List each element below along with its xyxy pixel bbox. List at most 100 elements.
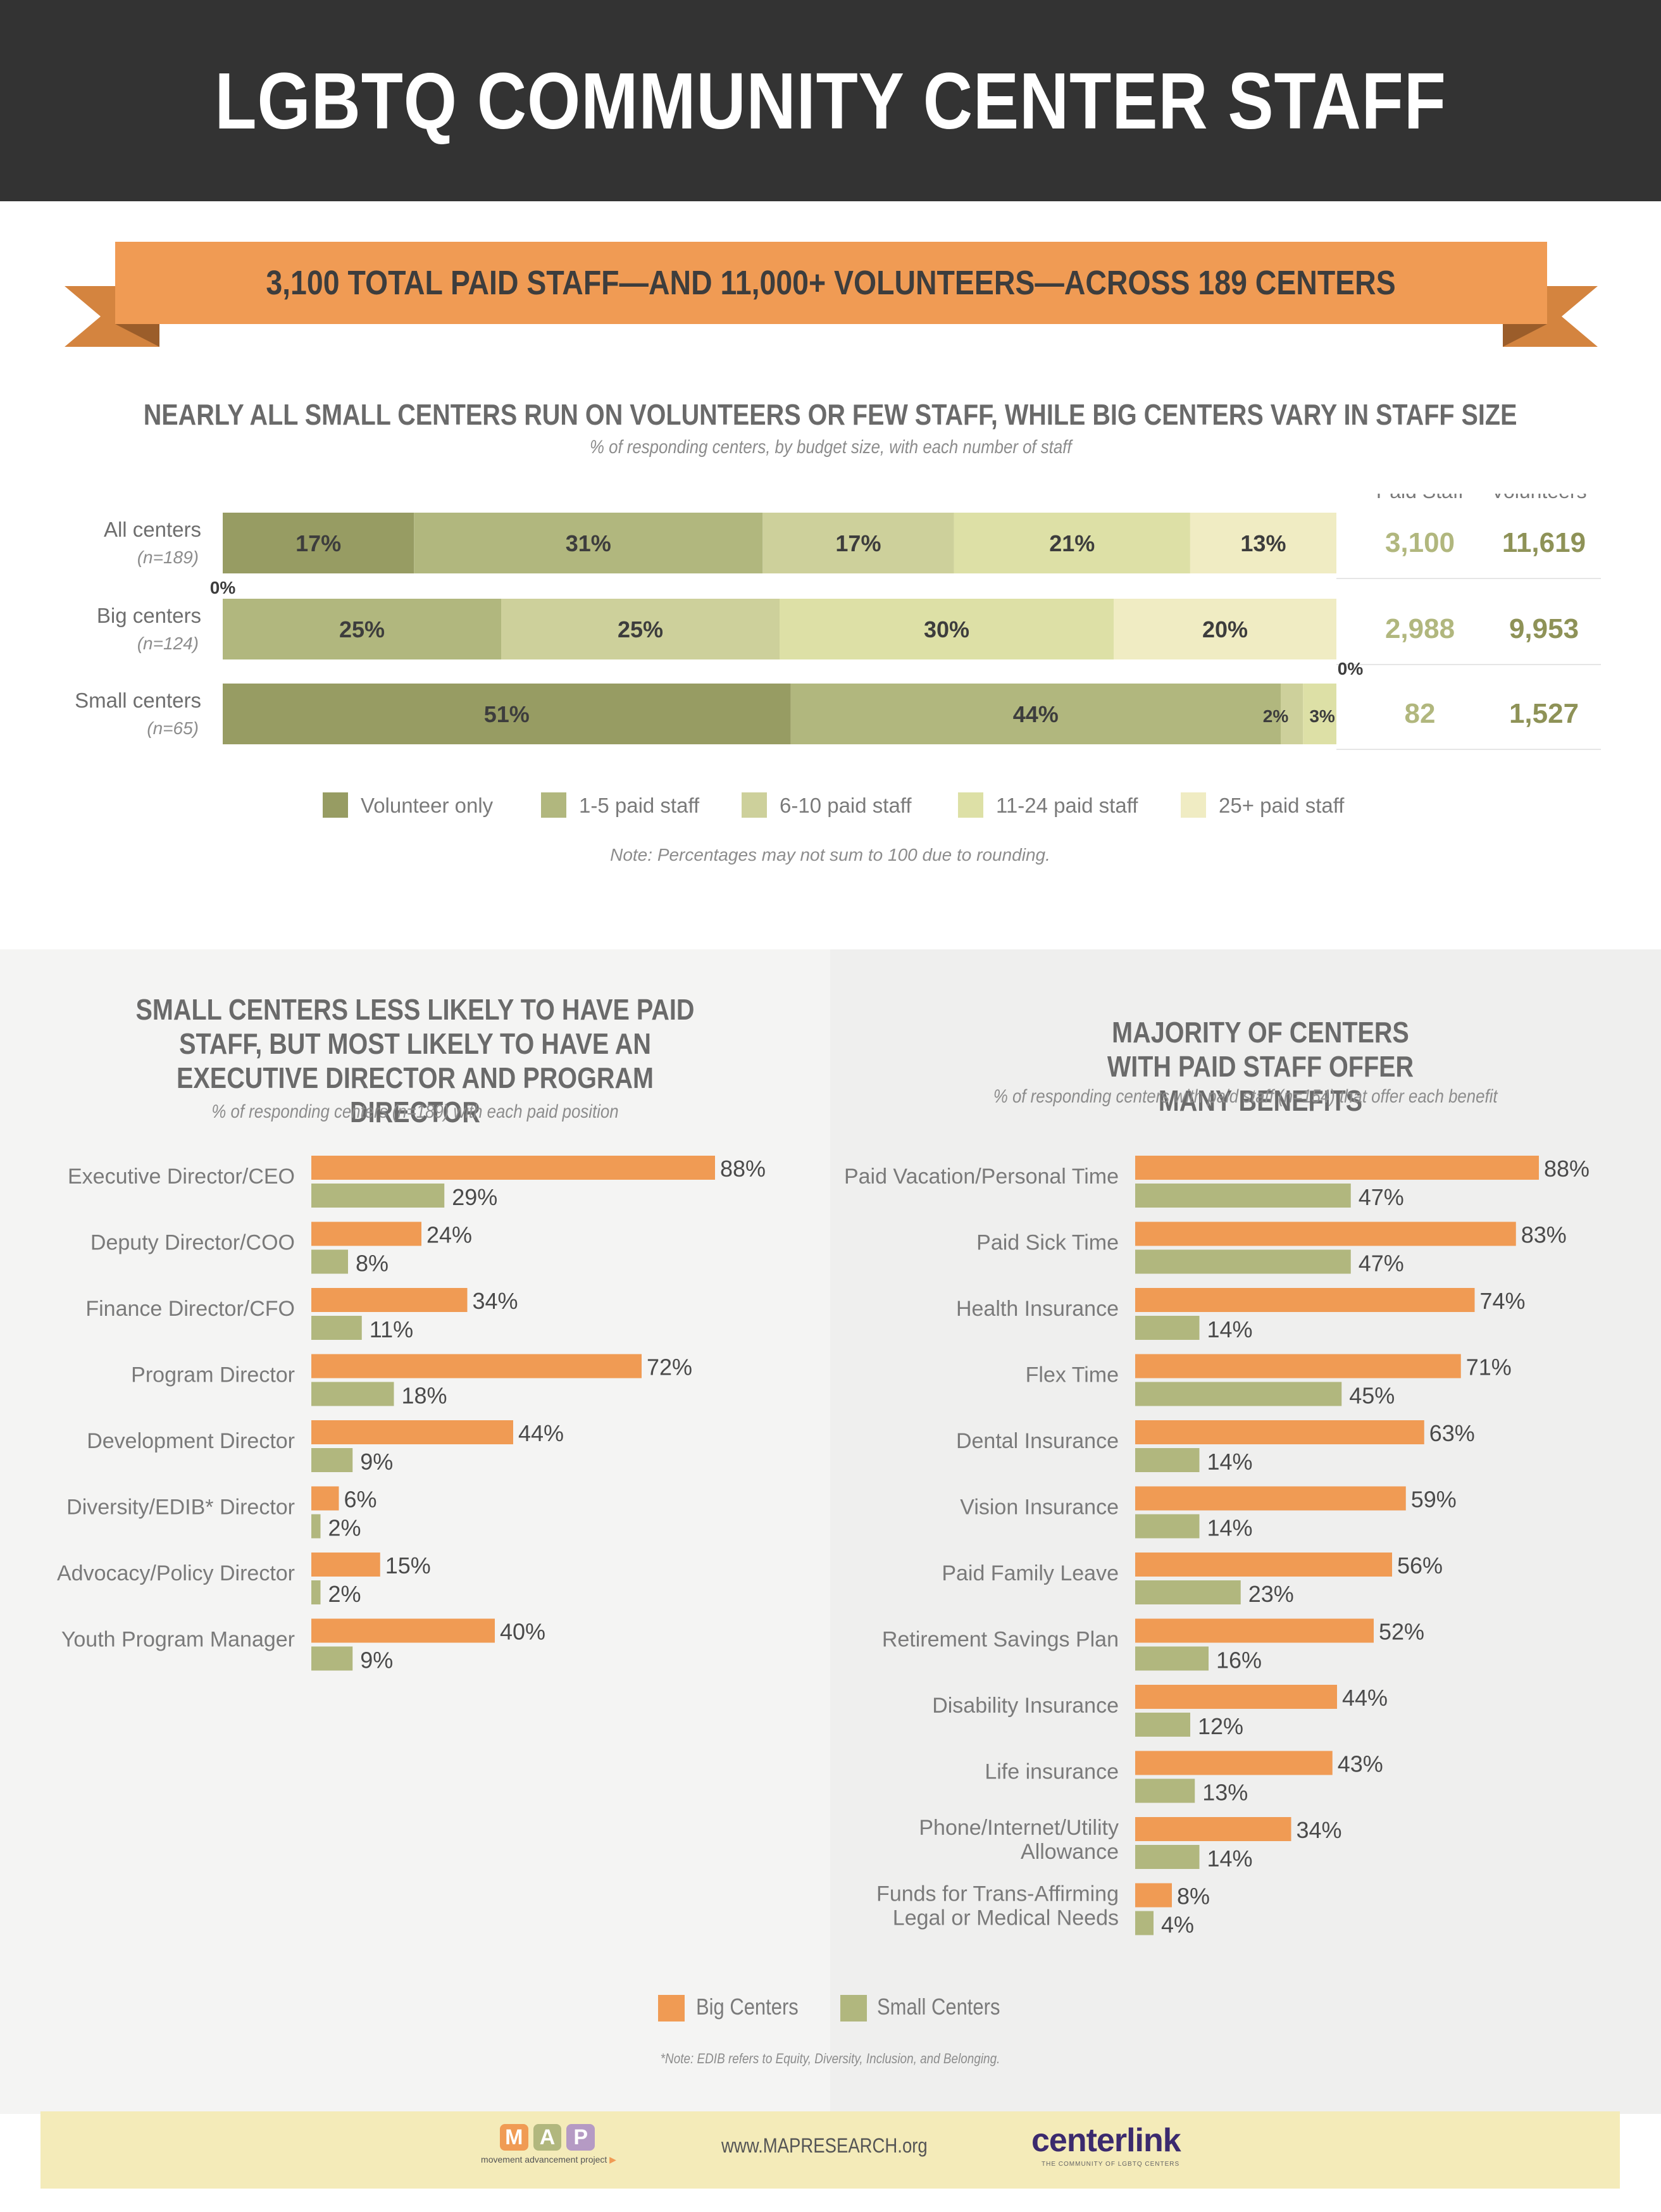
big-centers-value: 44% [1342,1685,1388,1711]
stack-row-label: All centers [104,518,201,541]
benefits-chart-subtitle: % of responding centers with paid staff … [993,1086,1498,1107]
small-centers-bar [1135,1778,1195,1803]
stack-segment-label: 20% [1202,616,1248,642]
map-logo[interactable]: M A P [500,2124,595,2151]
stack-segment-label: 51% [484,701,530,727]
small-centers-bar [311,1514,321,1539]
edib-footnote: *Note: EDIB refers to Equity, Diversity,… [661,2051,1000,2066]
big-centers-bar [1135,1420,1424,1444]
stacked-chart-subtitle: % of responding centers, by budget size,… [589,437,1072,458]
map-logo-p: P [566,2124,595,2151]
big-centers-value: 72% [647,1354,692,1380]
small-centers-value: 2% [328,1515,361,1541]
small-centers-bar [1135,1448,1200,1472]
positions-panel [0,949,830,2114]
big-centers-bar [311,1553,380,1577]
big-centers-value: 88% [720,1156,766,1182]
big-centers-value: 59% [1411,1487,1457,1513]
stack-segment [762,513,954,573]
bar-category-label: Legal or Medical Needs [893,1906,1119,1930]
stack-segment-label: 2% [1263,706,1289,726]
paid-staff-value: 2,988 [1385,613,1455,644]
positions-chart-subtitle: % of responding centers (n=189) with eac… [211,1101,619,1122]
big-centers-value: 15% [385,1553,431,1578]
small-centers-value: 18% [402,1383,447,1409]
bar-category-label: Advocacy/Policy Director [57,1561,295,1585]
small-centers-value: 11% [370,1316,413,1342]
stack-legend-label: Volunteer only [361,794,494,817]
small-centers-bar [1135,1184,1351,1208]
big-centers-bar [1135,1156,1539,1180]
bar-category-label: Health Insurance [956,1297,1119,1321]
small-centers-bar [311,1249,348,1274]
positions-bar-chart: Executive Director/CEO 88% 29% Deputy Direc… [57,1156,766,1673]
small-centers-bar [311,1316,362,1340]
small-centers-value: 29% [452,1184,497,1210]
bar-category-label: Paid Sick Time [976,1231,1119,1255]
small-centers-value: 2% [328,1581,361,1607]
small-centers-bar [311,1646,353,1671]
stack-segment-label: 44% [1013,701,1059,727]
small-centers-value: 14% [1207,1515,1253,1541]
bar-category-label: Disability Insurance [932,1694,1119,1718]
centerlink-logo[interactable]: centerlink [1031,2122,1181,2159]
big-centers-value: 34% [1297,1817,1342,1843]
stack-segment [1281,684,1303,744]
bar-category-label: Paid Family Leave [942,1561,1119,1585]
stack-segment-label: 13% [1240,530,1286,556]
big-centers-bar [1135,1354,1461,1378]
table-header-1-line2: Volunteers [1491,494,1586,503]
benefits-chart-title: MAJORITY OF CENTERS WITH PAID STAFF OFFE… [1107,1016,1414,1117]
map-logo-m: M [500,2124,528,2151]
big-centers-value: 56% [1397,1553,1443,1578]
stack-legend-swatch [323,792,348,818]
stack-segment [1190,513,1336,573]
legend-swatch-big-centers [658,1995,685,2021]
small-centers-value: 8% [356,1251,389,1277]
big-centers-value: 71% [1466,1354,1512,1380]
stack-legend-label: 25+ paid staff [1219,794,1345,817]
bar-category-label: Executive Director/CEO [68,1165,295,1189]
stack-legend-label: 6-10 paid staff [780,794,912,817]
small-centers-bar [1135,1911,1154,1935]
small-centers-bar [1135,1580,1241,1604]
footer-bar [40,2111,1620,2189]
small-centers-bar [1135,1514,1200,1539]
legend-label-big-centers: Big Centers [696,1994,799,2020]
bar-category-label: Vision Insurance [960,1496,1119,1520]
stack-segment [414,513,763,573]
small-centers-bar [1135,1249,1351,1274]
legend-label-small-centers: Small Centers [877,1994,1000,2020]
bar-category-label: Finance Director/CFO [85,1297,295,1321]
big-centers-bar [1135,1751,1333,1775]
bar-category-label: Program Director [131,1363,295,1387]
big-centers-value: 24% [426,1222,472,1248]
small-centers-bar [1135,1713,1190,1737]
positions-chart-title: SMALL CENTERS LESS LIKELY TO HAVE PAID S… [135,993,695,1128]
big-centers-value: 44% [518,1420,564,1446]
stack-segment-label: 25% [339,616,385,642]
big-centers-bar [311,1420,513,1444]
summary-banner-text: 3,100 TOTAL PAID STAFF—AND 11,000+ VOLUN… [266,264,1397,302]
big-centers-value: 40% [500,1619,545,1645]
benefits-panel [830,949,1661,2114]
small-centers-bar [1135,1316,1200,1340]
stack-segment-label: 0% [1338,659,1364,678]
small-centers-value: 4% [1161,1912,1194,1938]
small-centers-bar [311,1448,353,1472]
bar-category-label: Dental Insurance [956,1429,1119,1453]
stack-legend-label: 1-5 paid staff [579,794,700,817]
website-link[interactable]: www.MAPRESEARCH.org [721,2134,928,2157]
stack-row-label: Small centers [75,689,201,712]
legend-swatch-small-centers [840,1995,867,2021]
stack-segment-label: 31% [566,530,611,556]
small-centers-value: 16% [1216,1647,1262,1673]
small-centers-value: 45% [1349,1383,1395,1409]
stack-legend-swatch [742,792,767,818]
big-centers-bar [1135,1883,1172,1908]
big-centers-bar [1135,1685,1337,1709]
big-centers-value: 43% [1338,1751,1383,1777]
header-bar [0,0,1661,201]
volunteers-value: 1,527 [1509,698,1579,729]
stack-legend-swatch [1181,792,1206,818]
